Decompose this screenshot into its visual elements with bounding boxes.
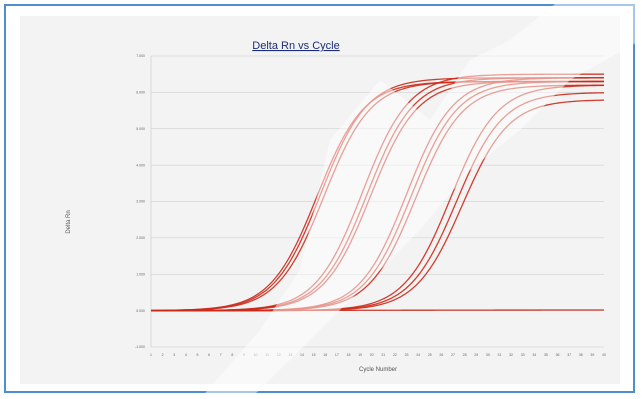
x-tick-label: 27 [451, 353, 455, 357]
x-tick-label: 14 [300, 353, 304, 357]
amplification-curve [151, 84, 605, 312]
x-tick-label: 24 [416, 353, 420, 357]
x-tick-label: 23 [405, 353, 409, 357]
x-tick-label: 2 [162, 353, 164, 357]
amplification-curve [150, 77, 604, 312]
y-tick-label: 0.000 [136, 309, 145, 313]
x-tick-label: 21 [381, 353, 385, 357]
x-tick-label: 34 [532, 353, 536, 357]
x-tick-label: 26 [439, 353, 443, 357]
x-tick-label: 15 [312, 353, 316, 357]
x-tick-label: 5 [196, 353, 198, 357]
amplification-curve [151, 80, 605, 312]
x-tick-label: 37 [567, 353, 571, 357]
x-tick-label: 40 [602, 353, 606, 357]
amplification-curve [151, 84, 605, 312]
y-tick-label: 1.000 [136, 272, 145, 276]
x-tick-label: 16 [323, 353, 327, 357]
x-tick-label: 31 [498, 353, 502, 357]
x-tick-label: 17 [335, 353, 339, 357]
y-tick-label: 7.000 [136, 54, 145, 58]
chart-panel: Delta Rn vs Cycle -1.000 0.000 1.000 2.000 3… [20, 16, 620, 384]
x-tick-label: 9 [243, 353, 245, 357]
y-tick-labels: -1.000 0.000 1.000 2.000 3.000 4.000 5.000 6.00… [135, 54, 145, 349]
amplification-curve [151, 99, 605, 312]
x-tick-label: 39 [590, 353, 594, 357]
amplification-curve [150, 80, 604, 312]
amplification-curve [151, 309, 605, 312]
x-tick-label: 8 [231, 353, 233, 357]
y-tick-label: 3.000 [136, 200, 145, 204]
amplification-curve [151, 77, 604, 312]
y-tick-label: 4.000 [136, 163, 145, 167]
x-tick-label: 32 [509, 353, 513, 357]
x-tick-label: 10 [254, 353, 258, 357]
x-tick-label: 29 [474, 353, 478, 357]
y-tick-label: -1.000 [135, 345, 145, 349]
x-tick-label: 20 [370, 353, 374, 357]
x-tick-label: 7 [220, 353, 222, 357]
amplification-chart: Delta Rn vs Cycle -1.000 0.000 1.000 2.000 3… [66, 40, 606, 373]
amplification-curve [151, 80, 604, 312]
x-tick-label: 35 [544, 353, 548, 357]
x-axis-label: Cycle Number [359, 367, 397, 373]
x-tick-label: 1 [150, 353, 152, 357]
y-tick-label: 6.000 [136, 91, 145, 95]
x-tick-label: 33 [521, 353, 525, 357]
x-tick-label: 4 [185, 353, 187, 357]
x-tick-label: 12 [277, 353, 281, 357]
series-lines [150, 73, 605, 312]
chart-title: Delta Rn vs Cycle [252, 40, 339, 52]
figure-frame: Delta Rn vs Cycle -1.000 0.000 1.000 2.000 3… [4, 4, 635, 393]
x-tick-label: 19 [358, 353, 362, 357]
x-tick-label: 11 [265, 353, 269, 357]
x-tick-label: 25 [428, 353, 432, 357]
amplification-curve [150, 80, 604, 312]
y-tick-label: 5.000 [136, 127, 145, 131]
x-tick-label: 38 [579, 353, 583, 357]
x-tick-label: 36 [556, 353, 560, 357]
x-tick-label: 6 [208, 353, 210, 357]
amplification-curve [151, 77, 605, 312]
y-tick-label: 2.000 [136, 236, 145, 240]
y-axis-label: Delta Rn [66, 210, 72, 233]
x-tick-labels: 1 2 3 4 5 6 7 8 9 10 11 12 13 14 15 16 17 18 19 20 21 22 23 24 2… [150, 353, 606, 357]
x-tick-label: 22 [393, 353, 397, 357]
x-tick-label: 18 [347, 353, 351, 357]
x-tick-label: 30 [486, 353, 490, 357]
x-tick-label: 3 [173, 353, 175, 357]
x-tick-label: 13 [288, 353, 292, 357]
x-tick-label: 28 [463, 353, 467, 357]
